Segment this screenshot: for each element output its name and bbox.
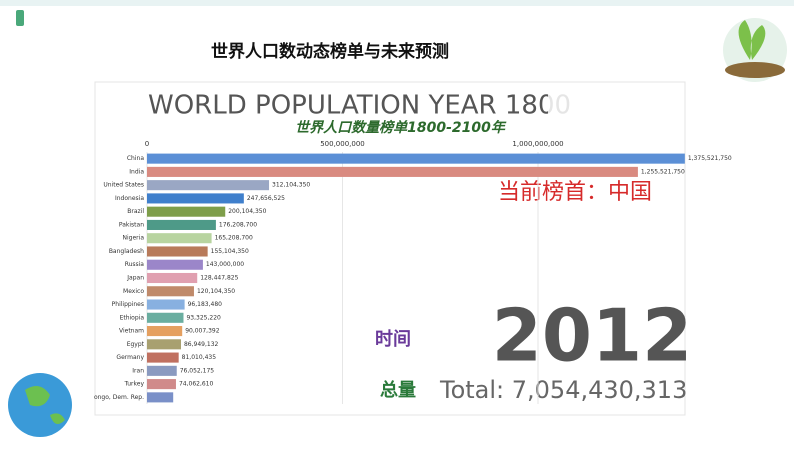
bar: [147, 392, 174, 403]
bar: [147, 326, 183, 337]
y-tick-label: United States: [103, 182, 144, 189]
y-tick-label: India: [129, 168, 144, 175]
bar: [147, 246, 208, 257]
value-label: 128,447,825: [200, 275, 238, 282]
bar: [147, 259, 203, 270]
value-label: 74,062,610: [179, 381, 214, 388]
bar: [147, 365, 177, 376]
bar: [147, 233, 212, 244]
bar: [147, 272, 198, 284]
y-tick-label: Japan: [126, 275, 144, 282]
year-label: 2012: [492, 294, 692, 378]
y-tick-label: Iran: [132, 367, 144, 374]
slide-title: 世界人口数动态榜单与未来预测: [211, 41, 449, 62]
bar: [147, 299, 185, 310]
bar: [147, 286, 194, 297]
value-label: 86,949,132: [184, 341, 219, 348]
bar: [147, 379, 176, 390]
y-tick-label: Egypt: [127, 341, 145, 348]
bar: [147, 180, 270, 191]
bar: [147, 206, 226, 217]
globe-land: [25, 386, 65, 424]
x-tick-label: 0: [145, 140, 149, 148]
top-band: [0, 0, 794, 6]
bar: [147, 193, 244, 204]
y-tick-label: China: [127, 155, 144, 162]
bar: [147, 339, 181, 350]
y-tick-label: Turkey: [123, 381, 144, 388]
y-tick-label: Nigeria: [123, 235, 145, 242]
y-tick-label: Pakistan: [119, 221, 144, 228]
chart-subtitle: 世界人口数量榜单1800-2100年: [295, 119, 507, 136]
y-tick-label: Brazil: [127, 208, 144, 215]
bar: [147, 219, 216, 230]
value-label: 81,010,435: [182, 354, 217, 361]
y-tick-label: Vietnam: [119, 328, 144, 335]
total-heading: 总量: [380, 379, 416, 401]
y-tick-label: ongo, Dem. Rep.: [94, 394, 144, 401]
value-label: 90,007,392: [185, 328, 220, 335]
value-label: 96,183,480: [188, 301, 223, 308]
value-label: 312,104,350: [272, 182, 310, 189]
bar: [147, 166, 638, 177]
bar: [147, 153, 685, 164]
leaf: [738, 20, 766, 60]
y-tick-label: Mexico: [123, 288, 144, 295]
y-tick-label: Indonesia: [115, 195, 144, 202]
value-label: 93,325,220: [186, 314, 221, 321]
value-label: 165,208,700: [215, 235, 253, 242]
y-tick-label: Ethiopia: [120, 314, 145, 321]
value-label: 120,104,350: [197, 288, 235, 295]
value-label: 1,255,521,750: [641, 168, 685, 175]
corner-icon: [16, 10, 24, 26]
value-label: 76,052,175: [180, 367, 215, 374]
value-label: 176,208,700: [219, 221, 257, 228]
plot: 0 500,000,000 1,000,000,000 China 1,375,521,…: [94, 140, 732, 404]
x-tick-label: 1,000,000,000: [512, 140, 563, 148]
bar: [147, 312, 184, 323]
value-label: 247,656,525: [247, 195, 285, 202]
total-label: Total: 7,054,430,313: [439, 376, 687, 404]
value-label: 200,104,350: [228, 208, 266, 215]
leader-annotation: 当前榜首：中国: [498, 180, 652, 205]
value-label: 155,104,350: [211, 248, 249, 255]
bar: [147, 352, 179, 363]
y-tick-label: Russia: [125, 261, 145, 268]
y-tick-label: Germany: [116, 354, 144, 361]
value-label: 1,375,521,750: [688, 155, 732, 162]
y-tick-label: Philippines: [112, 301, 144, 308]
x-tick-label: 500,000,000: [320, 140, 365, 148]
soil: [725, 62, 785, 78]
overlay-box: [548, 92, 668, 122]
time-label: 时间: [375, 329, 411, 350]
y-tick-label: Bangladesh: [109, 248, 144, 255]
value-label: 143,000,000: [206, 261, 244, 268]
chart-title: WORLD POPULATION YEAR 1800: [148, 91, 571, 121]
